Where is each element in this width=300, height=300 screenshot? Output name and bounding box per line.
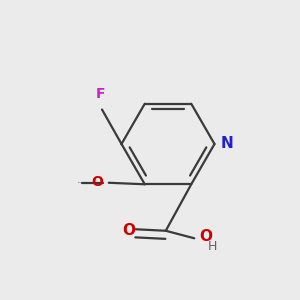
Text: N: N	[221, 136, 234, 152]
Text: O: O	[123, 223, 136, 238]
Text: methO: methO	[78, 182, 82, 183]
Text: O: O	[92, 175, 103, 189]
Text: H: H	[208, 240, 217, 253]
Text: F: F	[96, 87, 105, 101]
Text: O: O	[200, 229, 213, 244]
